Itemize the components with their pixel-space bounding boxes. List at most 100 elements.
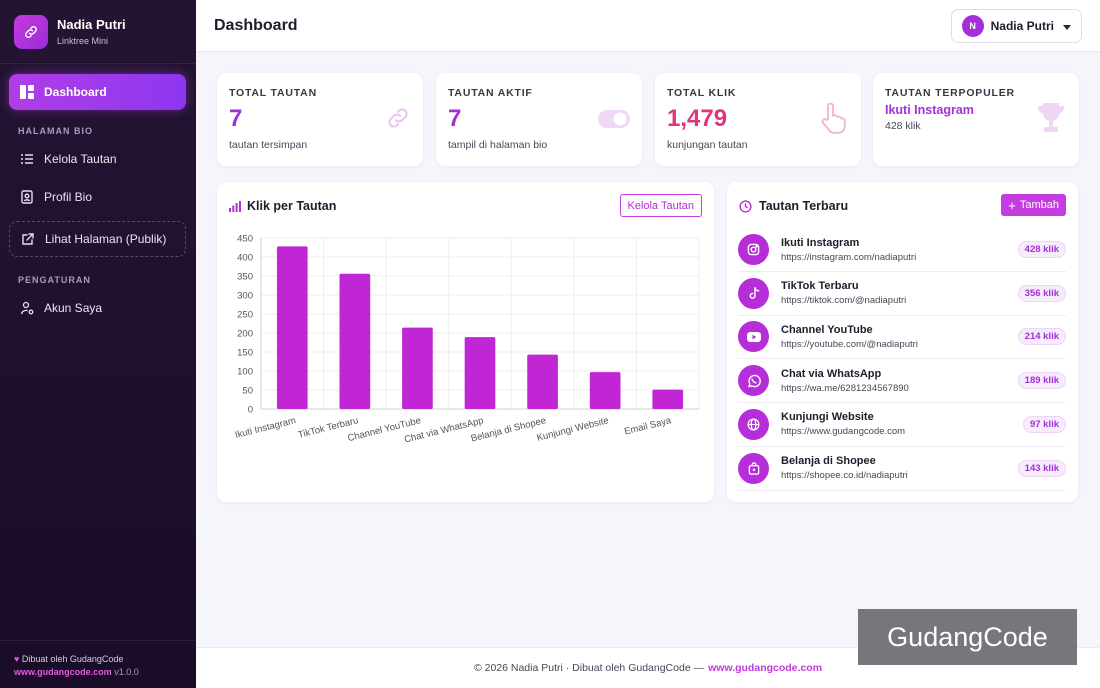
stat-card-total-tautan: TOTAL TAUTAN 7 tautan tersimpan — [217, 73, 423, 166]
sidebar-item-akun-saya[interactable]: Akun Saya — [9, 291, 186, 325]
recent-card-title: Tautan Terbaru — [739, 199, 848, 213]
bar — [652, 389, 684, 409]
click-count-badge: 143 klik — [1017, 459, 1066, 477]
click-count-badge: 428 klik — [1017, 241, 1066, 258]
link-name: Channel YouTube — [781, 323, 873, 336]
kelola-tautan-button[interactable]: Kelola Tautan — [619, 194, 702, 217]
sidebar-item-profil-bio[interactable]: Profil Bio — [9, 180, 186, 214]
stat-subtext: 428 klik — [885, 120, 921, 132]
bar — [464, 337, 496, 409]
sidebar-item-label: Akun Saya — [44, 301, 103, 315]
section-label-bio: HALAMAN BIO — [18, 126, 93, 136]
stat-label: TOTAL KLIK — [667, 87, 737, 99]
gudangcode-link[interactable]: www.gudangcode.com — [14, 667, 112, 677]
plus-icon: + — [1008, 197, 1016, 213]
user-gear-icon — [19, 300, 35, 316]
whatsapp-icon — [738, 365, 769, 397]
stat-card-tautan-aktif: TAUTAN AKTIF 7 tampil di halaman bio — [436, 73, 642, 166]
chart-title: Klik per Tautan — [247, 199, 337, 213]
sidebar: Nadia Putri Linktree Mini Dashboard HALA… — [0, 0, 196, 688]
page-title: Dashboard — [214, 16, 298, 34]
click-count-badge: 97 klik — [1022, 415, 1066, 433]
y-tick-label: 100 — [237, 367, 253, 378]
stat-card-tautan-terpopuler: TAUTAN TERPOPULER Ikuti Instagram 428 kl… — [873, 73, 1079, 166]
stat-subtext: tampil di halaman bio — [448, 139, 548, 151]
recent-link-row[interactable]: Belanja di Shopee https://shopee.co.id/na… — [738, 447, 1066, 491]
sidebar-item-dashboard[interactable]: Dashboard — [9, 74, 186, 110]
footer-text: © 2026 Nadia Putri · Dibuat oleh GudangC… — [473, 662, 705, 674]
bar — [527, 354, 558, 409]
add-button-label: Tambah — [1019, 199, 1059, 211]
bar — [276, 246, 308, 409]
popular-link-title: Ikuti Instagram — [885, 103, 974, 117]
link-icon — [385, 105, 411, 136]
recent-link-row[interactable]: Channel YouTube https://youtube.com/@nadi… — [738, 315, 1066, 360]
stat-label: TAUTAN AKTIF — [448, 87, 533, 99]
caret-down-icon — [1063, 17, 1071, 35]
top-header: Dashboard N Nadia Putri — [196, 0, 1100, 52]
watermark: GudangCode — [858, 609, 1077, 665]
click-count-badge: 356 klik — [1017, 284, 1066, 302]
brand: Nadia Putri Linktree Mini — [0, 0, 196, 64]
link-text: Ikuti Instagram https://instagram.com/nad… — [781, 237, 1018, 263]
y-tick-label: 200 — [237, 329, 253, 340]
click-count-badge: 214 klik — [1017, 328, 1066, 346]
bar-chart-icon — [229, 200, 241, 212]
add-link-button[interactable]: + Tambah — [1001, 194, 1066, 216]
stat-label: TOTAL TAUTAN — [229, 87, 317, 99]
bar — [589, 372, 621, 409]
sidebar-footer: ♥ Dibuat oleh GudangCode www.gudangcode.… — [0, 640, 196, 688]
user-menu-button[interactable]: N Nadia Putri — [950, 9, 1082, 43]
section-label-settings: PENGATURAN — [18, 275, 91, 285]
link-name: Ikuti Instagram — [781, 236, 860, 249]
y-tick-label: 50 — [242, 386, 253, 397]
instagram-icon — [738, 234, 769, 265]
link-name: Chat via WhatsApp — [781, 367, 882, 380]
link-name: Kunjungi Website — [781, 411, 874, 424]
version-text: v1.0.0 — [114, 667, 139, 677]
link-name: Belanja di Shopee — [781, 455, 876, 467]
click-count-badge: 189 klik — [1017, 372, 1066, 390]
link-icon — [14, 14, 48, 49]
stat-label: TAUTAN TERPOPULER — [885, 87, 1015, 99]
chart-card-title: Klik per Tautan — [229, 199, 336, 213]
bar — [339, 273, 371, 409]
link-text: Kunjungi Website https://www.gudangcode.c… — [781, 411, 1023, 437]
recent-link-row[interactable]: Ikuti Instagram https://instagram.com/nad… — [738, 228, 1066, 272]
stat-value: 1,479 — [667, 105, 728, 132]
avatar: N — [961, 15, 984, 37]
link-name: TikTok Terbaru — [781, 280, 859, 293]
link-url: https://www.gudangcode.com — [781, 426, 906, 438]
stat-value: 7 — [448, 105, 462, 132]
recent-links-card: Tautan Terbaru + Tambah Ikuti Instagram h… — [727, 182, 1078, 502]
shopping-bag-icon — [738, 452, 769, 484]
x-tick-label: Ikuti Instagram — [234, 415, 297, 441]
stat-subtext: kunjungan tautan — [667, 139, 748, 151]
recent-link-row[interactable]: Kunjungi Website https://www.gudangcode.c… — [738, 403, 1066, 447]
sidebar-item-lihat-halaman[interactable]: Lihat Halaman (Publik) — [9, 221, 186, 257]
x-tick-label: Kunjungi Website — [536, 415, 610, 444]
link-text: Chat via WhatsApp https://wa.me/628123456… — [781, 368, 1018, 394]
sidebar-item-label: Lihat Halaman (Publik) — [45, 232, 167, 246]
youtube-icon — [738, 321, 769, 353]
recent-title: Tautan Terbaru — [759, 199, 849, 213]
link-text: TikTok Terbaru https://tiktok.com/@nadiap… — [781, 280, 1018, 306]
footer-link[interactable]: www.gudangcode.com — [708, 662, 823, 674]
id-card-icon — [19, 189, 35, 205]
pointer-hand-icon — [817, 101, 849, 140]
recent-link-row[interactable]: TikTok Terbaru https://tiktok.com/@nadiap… — [738, 272, 1066, 316]
link-url: https://shopee.co.id/nadiaputri — [781, 470, 908, 481]
sidebar-item-label: Dashboard — [44, 85, 107, 99]
recent-link-row[interactable]: Chat via WhatsApp https://wa.me/628123456… — [738, 359, 1066, 404]
stat-subtext: tautan tersimpan — [229, 139, 308, 151]
link-text: Channel YouTube https://youtube.com/@nadi… — [781, 324, 1018, 350]
stat-value: 7 — [229, 105, 243, 132]
sidebar-item-label: Profil Bio — [44, 190, 93, 204]
heart-icon: ♥ — [14, 654, 20, 664]
trophy-icon — [1035, 101, 1067, 140]
tiktok-icon — [738, 277, 769, 309]
clock-icon — [739, 199, 752, 213]
toggle-icon — [598, 109, 630, 134]
brand-name: Nadia Putri — [57, 17, 126, 32]
sidebar-item-kelola-tautan[interactable]: Kelola Tautan — [9, 142, 186, 176]
